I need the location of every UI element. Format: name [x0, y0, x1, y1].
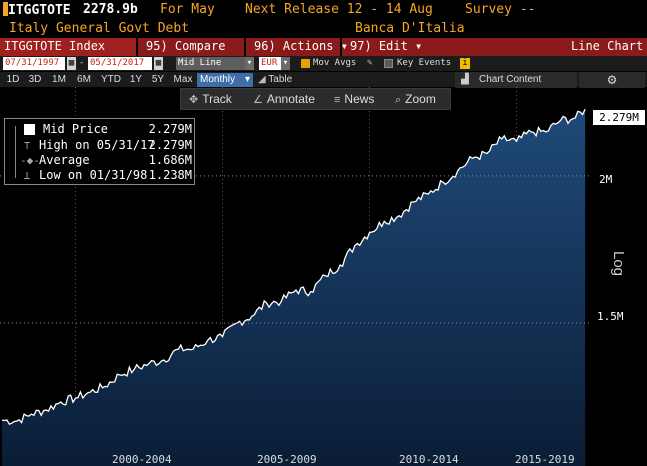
range-5y-button[interactable]: 5Y: [151, 74, 165, 85]
security-header: ITGGTOTE 2278.9b For May Next Release 12…: [0, 0, 647, 22]
last-value-badge: 2.279M: [593, 110, 645, 125]
scale-label[interactable]: Log: [610, 250, 628, 277]
high-marker-icon: ⊤: [23, 139, 31, 152]
range-3d-button[interactable]: 3D: [28, 74, 42, 85]
chevron-down-icon[interactable]: ▾: [281, 57, 290, 70]
line-type-select[interactable]: Mid Line: [176, 57, 254, 70]
frequency-select[interactable]: Monthly ▾: [197, 73, 253, 87]
end-date-input[interactable]: 05/31/2017: [88, 57, 152, 70]
low-marker-icon: ⊥: [23, 169, 31, 182]
range-6m-button[interactable]: 6M: [77, 74, 91, 85]
pencil-icon: ∠: [253, 94, 263, 106]
legend-row: Mid Price 2.279M: [5, 122, 196, 137]
security-description: Italy General Govt Debt: [9, 21, 190, 36]
legend-connector: [15, 126, 16, 178]
timeframe-toolbar: 1D 3D 1M 6M YTD 1Y 5Y Max Monthly ▾ ◢ Tab…: [0, 71, 647, 88]
key-events-checkbox[interactable]: [384, 59, 393, 68]
start-date-input[interactable]: 07/31/1997: [3, 57, 65, 70]
info-icon[interactable]: i: [460, 58, 470, 69]
chart-content-label: Chart Content: [479, 74, 542, 85]
divider: [244, 38, 246, 56]
actions-menu[interactable]: 96) Actions ▾: [254, 39, 348, 53]
compare-menu[interactable]: 95) Compare: [146, 39, 226, 53]
edit-menu[interactable]: 97) Edit ▾: [350, 39, 423, 53]
ticker-symbol[interactable]: ITGGTOTE: [3, 2, 71, 18]
y-tick-label: 1.5M: [597, 310, 624, 323]
chart-legend[interactable]: Mid Price 2.279M ⊤ High on 05/31/17 2.27…: [4, 118, 195, 185]
range-1y-button[interactable]: 1Y: [129, 74, 143, 85]
date-range-dash: -: [79, 58, 85, 68]
index-field[interactable]: ITGGTOTE Index: [0, 38, 136, 56]
line-chart[interactable]: [0, 87, 647, 466]
chart-area[interactable]: [0, 87, 647, 466]
next-release: Next Release 12 - 14 Aug: [245, 2, 433, 17]
track-tool[interactable]: ✥ Track: [189, 92, 232, 106]
x-tick-label: 2015-2019: [515, 453, 575, 466]
settings-button[interactable]: ⚙: [579, 72, 645, 88]
mov-avgs-checkbox[interactable]: [301, 59, 310, 68]
x-tick-label: 2000-2004: [112, 453, 172, 466]
chart-type-label[interactable]: Line Chart: [571, 39, 644, 53]
currency-select[interactable]: EUR: [259, 57, 281, 70]
area-fill: [2, 109, 586, 466]
y-tick-label: 2M: [599, 173, 613, 186]
chart-tools: ✥ Track ∠ Annotate ≡ News ⌕ Zoom: [180, 88, 451, 110]
function-menubar: ITGGTOTE Index 95) Compare 96) Actions ▾…: [0, 38, 647, 56]
crosshair-icon: ✥: [189, 94, 199, 106]
range-1m-button[interactable]: 1M: [52, 74, 66, 85]
news-tool[interactable]: ≡ News: [334, 92, 375, 106]
range-ytd-button[interactable]: YTD: [101, 74, 121, 85]
calendar-icon[interactable]: ▦: [67, 57, 76, 70]
x-tick-label: 2010-2014: [399, 453, 459, 466]
pencil-icon[interactable]: ✎: [367, 58, 373, 68]
chevron-down-icon: ▾: [244, 74, 250, 85]
annotate-tool[interactable]: ∠ Annotate: [253, 92, 315, 106]
average-marker-icon: -◆-: [20, 154, 40, 167]
bar-chart-icon: ▟: [461, 74, 469, 85]
legend-row: -◆- Average 1.686M: [20, 153, 192, 167]
table-arrow-icon: ◢: [258, 74, 269, 85]
series-line: [1, 108, 586, 426]
range-max-button[interactable]: Max: [173, 74, 193, 85]
key-events-label: Key Events: [397, 58, 452, 68]
table-toggle[interactable]: ◢ Table: [258, 74, 293, 85]
search-icon: ⌕: [395, 94, 402, 106]
mov-avgs-label: Mov Avgs: [313, 58, 357, 68]
chevron-down-icon[interactable]: ▾: [245, 57, 254, 70]
divider: [136, 38, 138, 56]
cursor-icon: [3, 2, 8, 16]
period-label: For May: [160, 2, 215, 17]
gear-icon: ⚙: [606, 73, 618, 87]
chart-content-button[interactable]: ▟ Chart Content: [455, 72, 577, 88]
survey-label: Survey --: [465, 2, 536, 17]
series-swatch: [24, 124, 35, 135]
legend-row: ⊤ High on 05/31/17 2.279M: [5, 138, 196, 153]
x-tick-label: 2005-2009: [257, 453, 317, 466]
list-icon: ≡: [334, 94, 341, 106]
zoom-tool[interactable]: ⌕ Zoom: [395, 92, 436, 106]
last-value: 2278.9b: [83, 2, 138, 17]
range-1d-button[interactable]: 1D: [6, 74, 20, 85]
chart-settings-row: 07/31/1997 ▦ - 05/31/2017 ▦ Mid Line ▾ E…: [0, 56, 647, 71]
divider: [340, 38, 342, 56]
data-source: Banca D'Italia: [355, 21, 465, 36]
legend-row: ⊥ Low on 01/31/98 1.238M: [5, 168, 196, 183]
calendar-icon[interactable]: ▦: [154, 57, 163, 70]
description-row: Italy General Govt Debt Banca D'Italia: [0, 21, 647, 38]
